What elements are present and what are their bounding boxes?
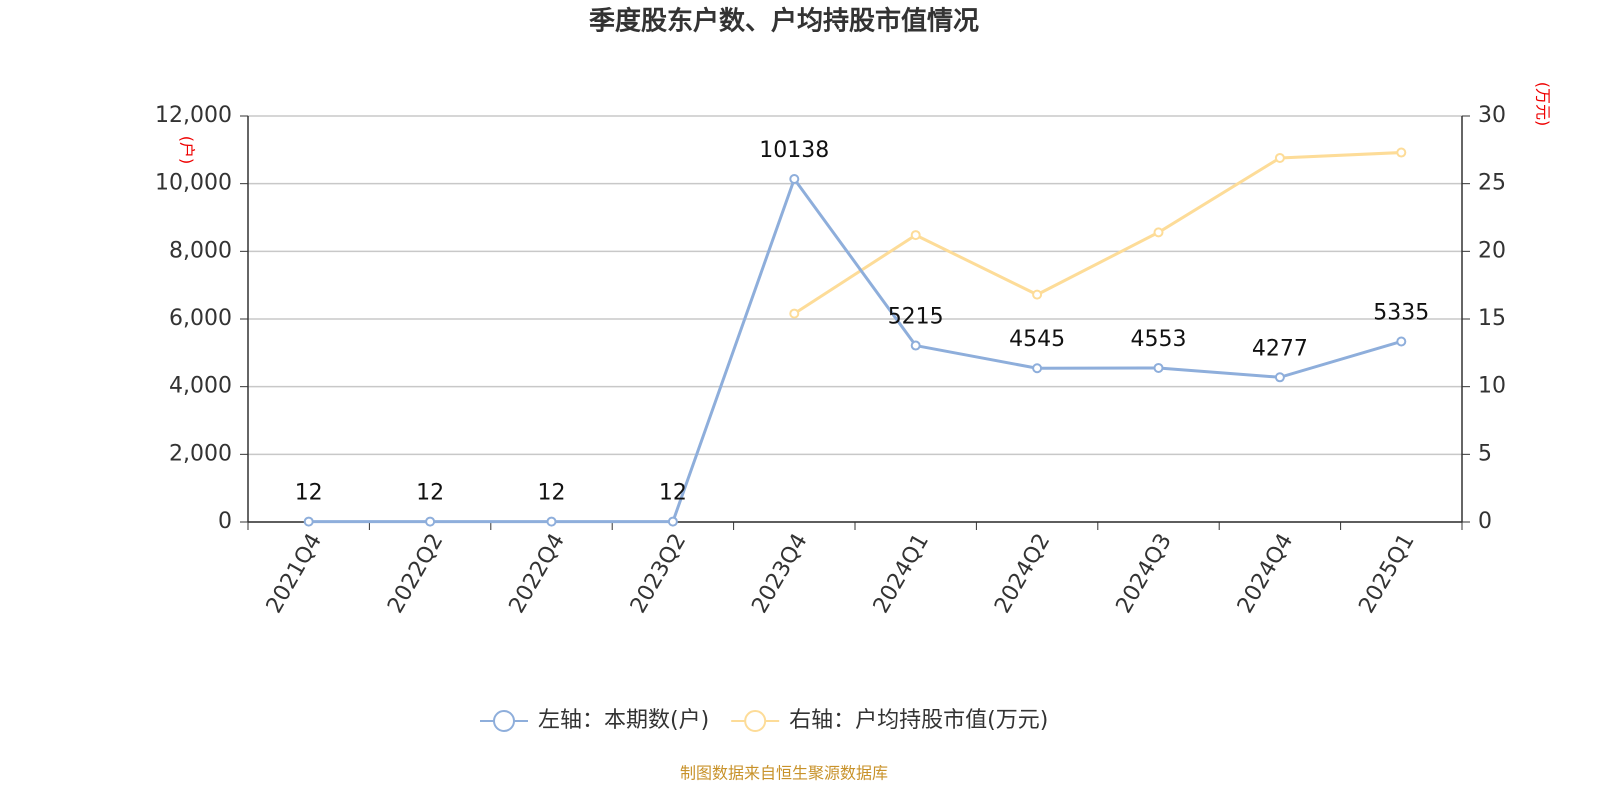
x-tick-label: 2024Q2 — [990, 530, 1055, 618]
data-point — [667, 516, 678, 527]
y-tick-label: 8,000 — [169, 238, 232, 263]
y2-tick-label: 0 — [1478, 509, 1492, 534]
data-point — [1274, 152, 1285, 163]
x-tick-label: 2023Q4 — [747, 530, 812, 618]
y-tick-label: 4,000 — [169, 374, 232, 399]
series-line — [308, 175, 1402, 524]
data-label: 10138 — [759, 138, 829, 163]
y-axis-unit: (户) — [178, 136, 197, 165]
y-tick-label: 0 — [218, 509, 232, 534]
data-label: 5335 — [1373, 300, 1429, 325]
x-tick-label: 2023Q2 — [626, 530, 691, 618]
data-label: 12 — [659, 481, 687, 506]
x-tick-label: 2024Q1 — [869, 530, 934, 618]
y2-tick-label: 30 — [1478, 103, 1506, 128]
data-point — [1274, 372, 1285, 383]
y-tick-label: 2,000 — [169, 441, 232, 466]
x-tick-label: 2021Q4 — [262, 530, 327, 618]
y2-tick-label: 5 — [1478, 441, 1492, 466]
x-tick-label: 2024Q3 — [1112, 530, 1177, 618]
data-point — [910, 230, 921, 241]
y2-tick-label: 25 — [1478, 171, 1506, 196]
source-note: 制图数据来自恒生聚源数据库 — [680, 764, 888, 783]
data-point — [1153, 362, 1164, 373]
y2-tick-label: 15 — [1478, 306, 1506, 331]
data-point — [1396, 336, 1407, 347]
x-tick-label: 2022Q2 — [383, 530, 448, 618]
y2-tick-label: 10 — [1478, 374, 1506, 399]
data-label: 12 — [416, 481, 444, 506]
data-point — [789, 308, 800, 319]
data-label: 12 — [538, 481, 566, 506]
x-tick-label: 2022Q4 — [505, 530, 570, 618]
x-tick-label: 2024Q4 — [1233, 530, 1298, 618]
data-label: 5215 — [888, 305, 944, 330]
data-label: 4545 — [1009, 327, 1065, 352]
chart-title: 季度股东户数、户均持股市值情况 — [589, 6, 979, 37]
data-point — [789, 173, 800, 184]
y2-tick-label: 20 — [1478, 238, 1506, 263]
y-tick-label: 12,000 — [155, 103, 232, 128]
legend-marker — [493, 710, 515, 732]
data-point — [1032, 289, 1043, 300]
data-point — [1396, 147, 1407, 158]
data-point — [303, 516, 314, 527]
series-line — [793, 151, 1402, 315]
data-label: 4553 — [1131, 327, 1187, 352]
data-label: 4277 — [1252, 336, 1308, 361]
y2-axis-unit: (万元) — [1534, 82, 1553, 127]
legend-marker — [744, 710, 767, 732]
data-label: 12 — [295, 481, 323, 506]
data-point — [1153, 227, 1164, 238]
legend-label: 右轴：户均持股市值(万元) — [789, 708, 1048, 733]
x-tick-label: 2025Q1 — [1354, 530, 1419, 618]
data-point — [546, 516, 557, 527]
data-point — [1032, 363, 1043, 374]
legend-label: 左轴：本期数(户) — [538, 708, 709, 733]
y-tick-label: 6,000 — [169, 306, 232, 331]
y-tick-label: 10,000 — [155, 171, 232, 196]
data-point — [910, 340, 921, 351]
data-point — [425, 516, 436, 527]
